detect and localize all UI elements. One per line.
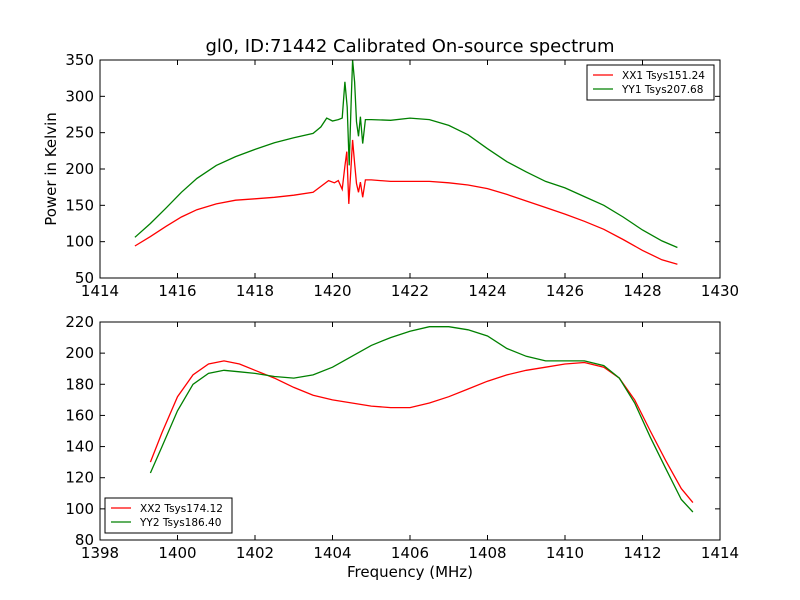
- y-tick-label: 180: [65, 375, 94, 393]
- legend-box: [104, 497, 233, 534]
- top-panel: 1414 1416 1418 1420 1422 1424 1426 1428 1430 50 10…: [42, 51, 739, 300]
- legend-label: XX1 Tsys151.24: [622, 70, 705, 82]
- legend: XX2 Tsys174.12 YY2 Tsys186.40: [104, 497, 233, 534]
- x-tick-label: 1406: [391, 544, 429, 562]
- y-tick-label: 80: [75, 531, 94, 549]
- x-tick-label: 1424: [468, 282, 506, 300]
- series-line-1-2: [134, 59, 678, 249]
- y-tick-label: 100: [65, 500, 94, 518]
- y-tick-label: 200: [65, 344, 94, 362]
- x-tick-label: 1418: [236, 282, 274, 300]
- legend-label: YY2 Tsys186.40: [139, 517, 221, 529]
- x-tick-label: 1426: [546, 282, 584, 300]
- x-tick-label: 1398: [81, 544, 119, 562]
- x-tick-label: 1414: [701, 544, 739, 562]
- legend-label: XX2 Tsys174.12: [140, 503, 223, 515]
- x-tick-label: 1410: [546, 544, 584, 562]
- chart-title: gl0, ID:71442 Calibrated On-source spect…: [205, 36, 614, 57]
- y-tick-label: 200: [65, 160, 94, 178]
- x-tick-label: 1422: [391, 282, 429, 300]
- y-tick-label: 100: [65, 233, 94, 251]
- x-tick-label: 1430: [701, 282, 739, 300]
- x-axis-label: Frequency (MHz): [347, 563, 473, 581]
- y-tick-label: 140: [65, 438, 94, 456]
- y-tick-label: 300: [65, 87, 94, 105]
- y-tick-label: 220: [65, 313, 94, 331]
- y-tick-label: 160: [65, 406, 94, 424]
- x-tick-label: 1428: [623, 282, 661, 300]
- bottom-panel: 1398 1400 1402 1404 1406 1408 1410 1412 1414 80 10…: [65, 313, 739, 581]
- y-tick-label: 150: [65, 196, 94, 214]
- x-tick-label: 1404: [313, 544, 351, 562]
- x-tick-label: 1408: [468, 544, 506, 562]
- y-tick-label: 250: [65, 124, 94, 142]
- legend-label: YY1 Tsys207.68: [621, 84, 703, 96]
- x-tick-label: 1414: [81, 282, 119, 300]
- x-tick-label: 1420: [313, 282, 351, 300]
- y-tick-label: 120: [65, 469, 94, 487]
- x-tick-label: 1416: [158, 282, 196, 300]
- y-axis-label: Power in Kelvin: [42, 112, 60, 226]
- x-tick-label: 1412: [623, 544, 661, 562]
- y-tick-label: 350: [65, 51, 94, 69]
- x-tick-label: 1400: [158, 544, 196, 562]
- x-tick-label: 1402: [236, 544, 274, 562]
- series-line-1-1: [134, 139, 678, 265]
- legend: XX1 Tsys151.24 YY1 Tsys207.68: [586, 64, 715, 101]
- y-tick-label: 50: [75, 269, 94, 287]
- series-line-2-2: [149, 326, 694, 513]
- legend-box: [586, 64, 715, 101]
